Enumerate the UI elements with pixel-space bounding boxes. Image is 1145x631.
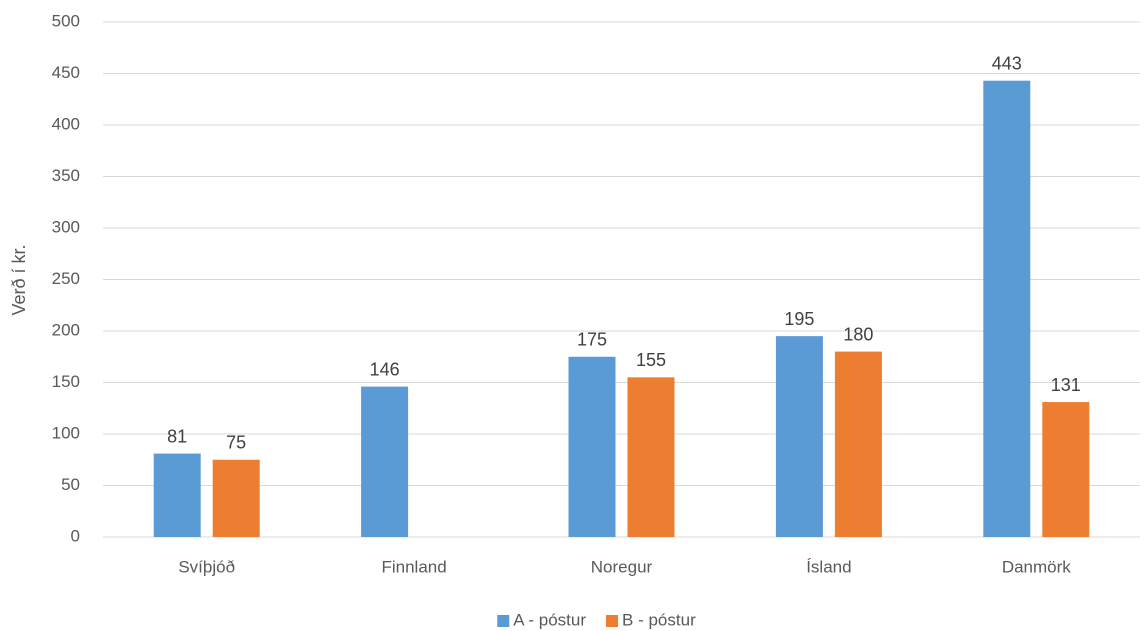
y-tick-label: 350: [52, 166, 80, 185]
data-label: 146: [370, 359, 400, 379]
legend-swatch: [497, 615, 510, 627]
data-label: 180: [843, 324, 873, 344]
x-tick-label: Finnland: [381, 557, 446, 576]
data-label: 175: [577, 330, 607, 350]
y-axis-label: Verð í kr.: [9, 244, 29, 315]
y-tick-label: 150: [52, 372, 80, 391]
x-tick-label: Ísland: [806, 557, 851, 576]
y-tick-label: 50: [61, 475, 80, 494]
data-label: 131: [1051, 375, 1081, 395]
x-tick-label: Svíþjóð: [178, 557, 235, 576]
data-label: 81: [167, 426, 187, 446]
y-tick-label: 100: [52, 423, 80, 442]
x-tick-label: Danmörk: [1002, 557, 1071, 576]
legend-swatch: [606, 615, 619, 627]
y-tick-label: 300: [52, 217, 80, 236]
y-tick-label: 400: [52, 114, 80, 133]
data-label: 75: [226, 433, 246, 453]
legend-label: B - póstur: [622, 610, 696, 629]
y-tick-label: 450: [52, 63, 80, 82]
bar: [361, 386, 409, 537]
bar: [212, 459, 260, 537]
bar: [775, 336, 823, 537]
y-tick-label: 0: [71, 526, 80, 545]
y-tick-label: 200: [52, 320, 80, 339]
x-tick-label: Noregur: [591, 557, 653, 576]
bar: [834, 351, 882, 537]
data-label: 443: [992, 53, 1022, 73]
legend-label: A - póstur: [513, 610, 586, 629]
bar: [568, 356, 616, 537]
y-tick-label: 250: [52, 269, 80, 288]
bar: [1042, 402, 1090, 537]
bar: [983, 80, 1031, 538]
data-label: 195: [784, 309, 814, 329]
y-tick-label: 500: [52, 11, 80, 30]
bar: [627, 377, 675, 537]
data-label: 155: [636, 350, 666, 370]
bar: [153, 453, 201, 537]
